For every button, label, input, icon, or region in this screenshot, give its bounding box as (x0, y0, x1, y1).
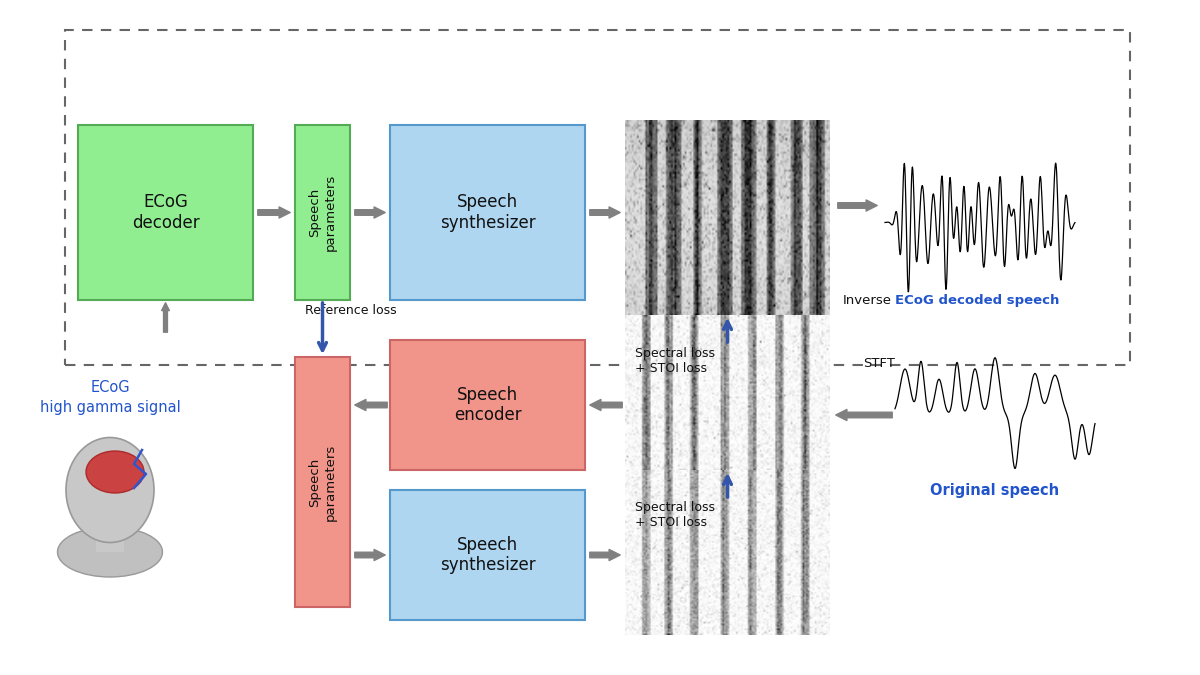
Bar (390, 340, 586, 470)
Text: Speech
synthesizer: Speech synthesizer (439, 535, 535, 574)
Text: Spectral loss
+ STOI loss: Spectral loss + STOI loss (635, 501, 715, 529)
Bar (78, 125, 253, 300)
Ellipse shape (58, 527, 162, 577)
Text: Speech
encoder: Speech encoder (454, 385, 521, 425)
Text: Speech
synthesizer: Speech synthesizer (439, 193, 535, 232)
Text: Original speech: Original speech (930, 483, 1060, 498)
Text: ECoG decoded speech: ECoG decoded speech (895, 294, 1060, 307)
Text: ECoG
high gamma signal: ECoG high gamma signal (40, 380, 180, 415)
Text: Reference loss: Reference loss (305, 304, 397, 317)
Text: Speech
parameters: Speech parameters (308, 443, 336, 520)
Bar (295, 357, 350, 607)
Bar (390, 125, 586, 300)
Bar (96, 512, 124, 552)
Text: Speech
parameters: Speech parameters (308, 174, 336, 251)
Bar (390, 490, 586, 620)
Text: STFT: STFT (863, 357, 895, 370)
Ellipse shape (66, 437, 154, 543)
Ellipse shape (86, 451, 144, 493)
Bar (65, 30, 1130, 365)
Text: Inverse: Inverse (842, 294, 892, 307)
Bar (295, 125, 350, 300)
Text: Spectral loss
+ STOI loss: Spectral loss + STOI loss (635, 347, 715, 375)
Text: ECoG
decoder: ECoG decoder (132, 193, 199, 232)
